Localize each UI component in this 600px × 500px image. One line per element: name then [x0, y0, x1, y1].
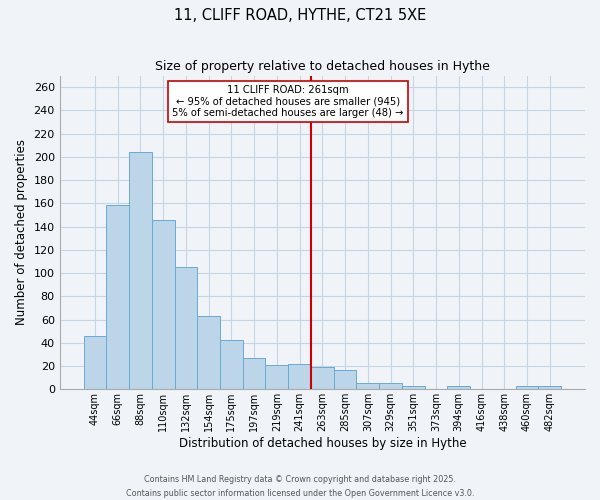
Bar [379, 384, 402, 390]
Text: 11, CLIFF ROAD, HYTHE, CT21 5XE: 11, CLIFF ROAD, HYTHE, CT21 5XE [174, 8, 426, 22]
Bar [538, 386, 561, 390]
X-axis label: Distribution of detached houses by size in Hythe: Distribution of detached houses by size … [179, 437, 466, 450]
Bar [106, 204, 129, 390]
Bar [265, 365, 288, 390]
Bar [334, 370, 356, 390]
Bar [402, 386, 425, 390]
Bar [220, 340, 243, 390]
Bar [288, 364, 311, 390]
Title: Size of property relative to detached houses in Hythe: Size of property relative to detached ho… [155, 60, 490, 73]
Bar [243, 358, 265, 390]
Bar [515, 386, 538, 390]
Bar [197, 316, 220, 390]
Bar [175, 268, 197, 390]
Bar [83, 336, 106, 390]
Bar [152, 220, 175, 390]
Text: 11 CLIFF ROAD: 261sqm
← 95% of detached houses are smaller (945)
5% of semi-deta: 11 CLIFF ROAD: 261sqm ← 95% of detached … [172, 85, 404, 118]
Y-axis label: Number of detached properties: Number of detached properties [15, 140, 28, 326]
Text: Contains HM Land Registry data © Crown copyright and database right 2025.
Contai: Contains HM Land Registry data © Crown c… [126, 476, 474, 498]
Bar [448, 386, 470, 390]
Bar [129, 152, 152, 390]
Bar [311, 367, 334, 390]
Bar [356, 384, 379, 390]
